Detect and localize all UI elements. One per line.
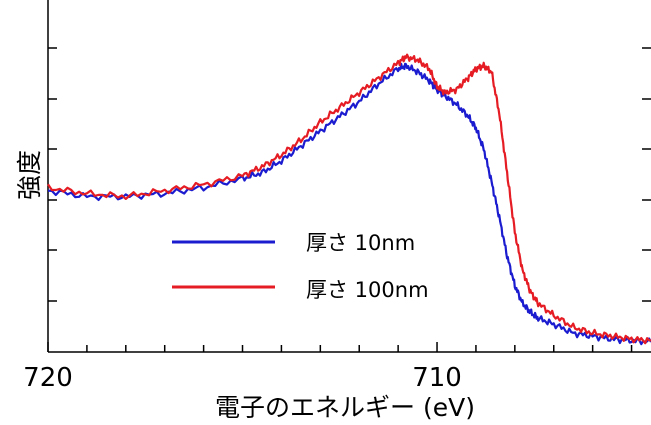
x-tick-label: 720 [23, 363, 73, 393]
y-axis-title: 強度 [15, 150, 44, 200]
series-line-2 [47, 53, 651, 345]
series-lines [47, 53, 651, 346]
axis-ticks [47, 47, 651, 352]
x-tick-labels: 720 710 [23, 363, 462, 393]
legend: 厚さ 10nm 厚さ 100nm [172, 231, 429, 302]
x-tick-label: 710 [412, 363, 462, 393]
series-line-1 [47, 62, 651, 346]
plot-frame [47, 0, 651, 353]
x-axis-title: 電子のエネルギー (eV) [215, 393, 475, 422]
legend-label-series-1: 厚さ 10nm [306, 231, 415, 255]
legend-label-series-2: 厚さ 100nm [306, 278, 429, 302]
